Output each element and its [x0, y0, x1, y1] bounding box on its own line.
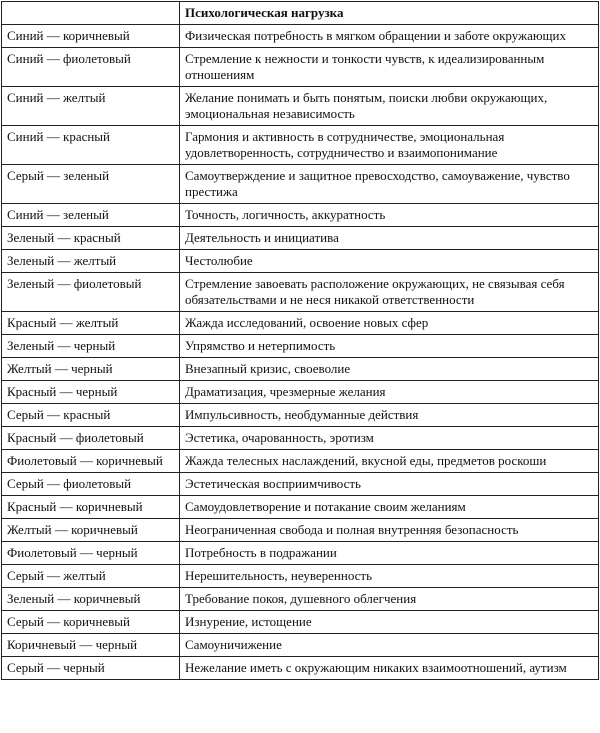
color-pair: Коричневый — черный — [1, 633, 180, 657]
table-row: Синий — желтый Желание понимать и быть по… — [1, 86, 599, 126]
table-row: Синий — красный Гармония и активность в с… — [1, 125, 599, 165]
color-pair: Серый — красный — [1, 403, 180, 427]
description: Самоутверждение и защитное превосходство… — [179, 164, 599, 204]
table-row: Серый — зеленый Самоутверждение и защитно… — [1, 164, 599, 204]
color-pair: Фиолетовый — черный — [1, 541, 180, 565]
table-row: Зеленый — черный Упрямство и нетерпимость — [1, 334, 599, 358]
description: Жажда исследований, освоение новых сфер — [179, 311, 599, 335]
color-pair: Синий — зеленый — [1, 203, 180, 227]
description: Стремление к нежности и тонкости чувств,… — [179, 47, 599, 87]
header-cell — [1, 1, 180, 25]
description: Физическая потребность в мягком обращени… — [179, 24, 599, 48]
description: Драматизация, чрезмерные желания — [179, 380, 599, 404]
color-pair: Желтый — коричневый — [1, 518, 180, 542]
table-row: Серый — коричневый Изнурение, истощение — [1, 610, 599, 634]
description: Стремление завоевать расположение окружа… — [179, 272, 599, 312]
color-pair: Синий — коричневый — [1, 24, 180, 48]
description: Потребность в подражании — [179, 541, 599, 565]
description: Нерешительность, неуверенность — [179, 564, 599, 588]
color-pair: Зеленый — красный — [1, 226, 180, 250]
description: Эстетика, очарованность, эротизм — [179, 426, 599, 450]
color-pair: Серый — зеленый — [1, 164, 180, 204]
description: Упрямство и нетерпимость — [179, 334, 599, 358]
color-pair: Серый — желтый — [1, 564, 180, 588]
table-row: Красный — фиолетовый Эстетика, очарованно… — [1, 426, 599, 450]
table-row: Красный — коричневый Самоудовлетворение и… — [1, 495, 599, 519]
table-row: Зеленый — фиолетовый Стремление завоевать… — [1, 272, 599, 312]
table-row: Красный — желтый Жажда исследований, осво… — [1, 311, 599, 335]
color-pair: Зеленый — фиолетовый — [1, 272, 180, 312]
description: Нежелание иметь с окружающим никаких вза… — [179, 656, 599, 680]
color-pair: Красный — фиолетовый — [1, 426, 180, 450]
description: Желание понимать и быть понятым, поиски … — [179, 86, 599, 126]
table-row: Серый — черный Нежелание иметь с окружающ… — [1, 656, 599, 680]
header-title: Психологическая нагрузка — [179, 1, 599, 25]
color-pair: Зеленый — черный — [1, 334, 180, 358]
color-pair: Серый — фиолетовый — [1, 472, 180, 496]
color-pair: Красный — черный — [1, 380, 180, 404]
description: Требование покоя, душевного облегчения — [179, 587, 599, 611]
description: Жажда телесных наслаждений, вкусной еды,… — [179, 449, 599, 473]
table-row: Синий — фиолетовый Стремление к нежности … — [1, 47, 599, 87]
description: Внезапный кризис, своеволие — [179, 357, 599, 381]
table-row: Желтый — черный Внезапный кризис, своевол… — [1, 357, 599, 381]
table-row: Зеленый — желтый Честолюбие — [1, 249, 599, 273]
table: Психологическая нагрузка Синий — коричне… — [1, 1, 599, 680]
description: Импульсивность, необдуманные действия — [179, 403, 599, 427]
description: Честолюбие — [179, 249, 599, 273]
table-row: Синий — коричневый Физическая потребность… — [1, 24, 599, 48]
description: Деятельность и инициатива — [179, 226, 599, 250]
color-pair: Красный — желтый — [1, 311, 180, 335]
table-row: Серый — фиолетовый Эстетическая восприимч… — [1, 472, 599, 496]
description: Точность, логичность, аккуратность — [179, 203, 599, 227]
table-row: Зеленый — коричневый Требование покоя, ду… — [1, 587, 599, 611]
table-row: Фиолетовый — коричневый Жажда телесных на… — [1, 449, 599, 473]
description: Неограниченная свобода и полная внутренн… — [179, 518, 599, 542]
description: Изнурение, истощение — [179, 610, 599, 634]
header-row: Психологическая нагрузка — [1, 1, 599, 25]
color-pair: Зеленый — коричневый — [1, 587, 180, 611]
table-row: Коричневый — черный Самоуничижение — [1, 633, 599, 657]
table-row: Красный — черный Драматизация, чрезмерные… — [1, 380, 599, 404]
color-pair: Синий — фиолетовый — [1, 47, 180, 87]
table-row: Серый — желтый Нерешительность, неуверенн… — [1, 564, 599, 588]
color-pair: Зеленый — желтый — [1, 249, 180, 273]
table-row: Фиолетовый — черный Потребность в подража… — [1, 541, 599, 565]
color-pair: Синий — желтый — [1, 86, 180, 126]
color-pair: Красный — коричневый — [1, 495, 180, 519]
color-pair: Фиолетовый — коричневый — [1, 449, 180, 473]
table-row: Синий — зеленый Точность, логичность, акк… — [1, 203, 599, 227]
color-pair: Серый — коричневый — [1, 610, 180, 634]
description: Эстетическая восприимчивость — [179, 472, 599, 496]
color-pair: Синий — красный — [1, 125, 180, 165]
color-pair: Серый — черный — [1, 656, 180, 680]
description: Самоуничижение — [179, 633, 599, 657]
description: Гармония и активность в сотрудничестве, … — [179, 125, 599, 165]
table-row: Серый — красный Импульсивность, необдуман… — [1, 403, 599, 427]
description: Самоудовлетворение и потакание своим жел… — [179, 495, 599, 519]
color-pair: Желтый — черный — [1, 357, 180, 381]
table-row: Зеленый — красный Деятельность и инициати… — [1, 226, 599, 250]
table-row: Желтый — коричневый Неограниченная свобод… — [1, 518, 599, 542]
